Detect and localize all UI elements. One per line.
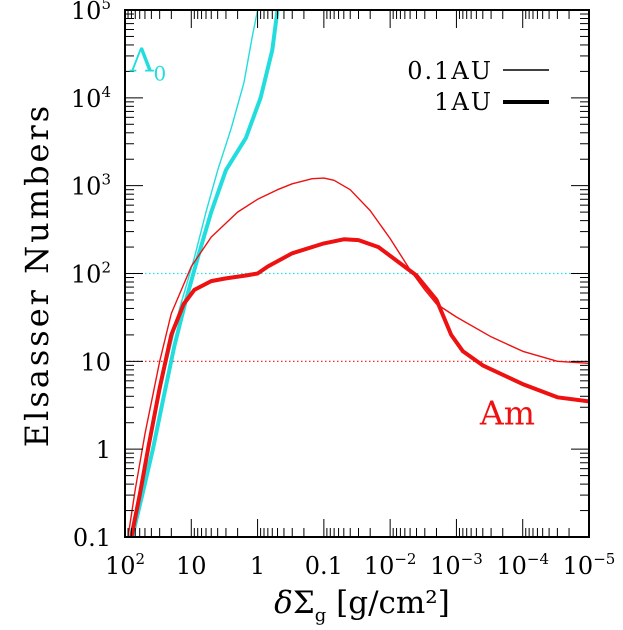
annotation-label-0: Λ0 — [129, 40, 167, 85]
x-axis-label: δΣg [g/cm²] — [274, 585, 450, 626]
y-tick-label-0: 0.1 — [73, 524, 111, 552]
x-tick-label-2: 1 — [250, 552, 265, 580]
tick-labels: 102 10 1 0.1 10−2 10−3 10−4 10−5 0.1 1 10 102 103 104… — [71, 0, 615, 580]
reference-lines — [125, 272, 589, 362]
x-tick-label-6: 10−4 — [496, 550, 549, 580]
x-tick-label-0: 102 — [105, 550, 145, 580]
y-tick-label-1: 1 — [96, 436, 111, 464]
y-tick-label-3: 102 — [71, 259, 111, 289]
y-tick-label-2: 10 — [80, 348, 111, 376]
annotations: Λ0 Am — [129, 40, 535, 432]
series-line-2 — [127, 177, 589, 537]
y-tick-label-6: 105 — [71, 0, 111, 25]
annotation-label-1: Am — [479, 394, 535, 433]
legend-label-1au: 1AU — [434, 88, 493, 116]
y-axis-label: Elsasser Numbers — [18, 103, 56, 447]
legend: 0.1AU 1AU — [407, 57, 549, 116]
x-tick-label-1: 10 — [176, 552, 207, 580]
minor-ticks — [125, 10, 590, 538]
y-tick-label-4: 103 — [71, 171, 111, 201]
legend-label-0p1au: 0.1AU — [407, 57, 493, 85]
x-tick-label-4: 10−2 — [364, 550, 417, 580]
series-layer — [127, 10, 589, 537]
x-tick-label-5: 10−3 — [430, 550, 483, 580]
x-tick-label-7: 10−5 — [563, 550, 616, 580]
x-tick-label-3: 0.1 — [305, 552, 343, 580]
y-tick-label-5: 104 — [71, 83, 111, 113]
plot-frame — [124, 9, 590, 538]
series-line-3 — [129, 237, 589, 537]
